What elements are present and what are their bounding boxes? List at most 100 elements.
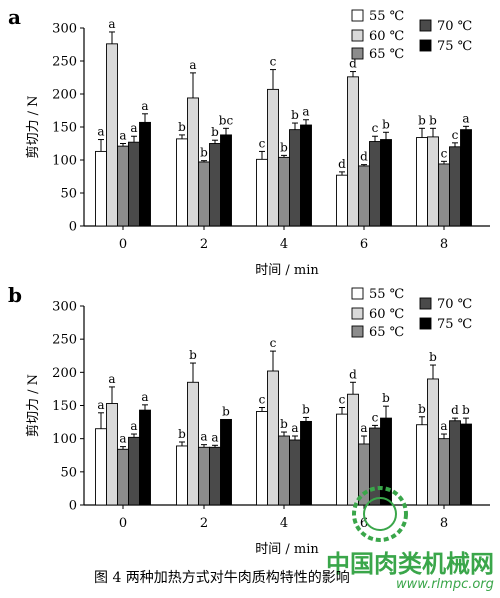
bar [289, 129, 301, 227]
panel-label: a [8, 5, 21, 29]
bar [449, 420, 461, 506]
bar [209, 143, 221, 227]
significance-letter: d [360, 150, 368, 164]
significance-letter: b [418, 113, 426, 127]
significance-letter: b [178, 120, 186, 134]
significance-letter: b [429, 350, 437, 364]
bar [427, 136, 439, 227]
x-axis-title: 时间 / min [255, 542, 319, 557]
bar [369, 141, 381, 227]
significance-letter: b [302, 402, 310, 416]
bar [438, 163, 450, 227]
significance-letter: a [211, 430, 218, 444]
significance-letter: c [259, 392, 266, 406]
bar [220, 418, 232, 506]
bar [198, 446, 210, 506]
y-tick-label: 0 [69, 499, 77, 514]
bar [106, 403, 118, 506]
significance-letter: a [291, 421, 298, 435]
x-tick-label: 8 [440, 237, 448, 252]
legend-swatch [419, 297, 432, 310]
legend-label: 70 ℃ [437, 297, 472, 312]
significance-letter: c [339, 392, 346, 406]
bar [347, 76, 359, 227]
bar [427, 378, 439, 506]
bar [267, 88, 279, 227]
significance-letter: a [189, 58, 196, 72]
watermark-name: 中国肉类机械网 [326, 550, 494, 578]
x-tick-label: 2 [200, 237, 208, 252]
x-tick-label: 0 [119, 516, 127, 531]
legend-swatch [419, 317, 432, 330]
legend-label: 75 ℃ [437, 39, 472, 54]
significance-letter: b [382, 391, 390, 405]
legend-swatch [351, 325, 364, 338]
bar [95, 428, 107, 506]
bar [106, 43, 118, 227]
significance-letter: b [178, 427, 186, 441]
watermark: 中国肉类机械网 www.rlmpc.org [326, 486, 494, 592]
bar [278, 156, 290, 227]
bar [187, 381, 199, 506]
legend: 55 ℃ 60 ℃ 65 ℃ 70 ℃ 75 ℃ [351, 9, 472, 62]
bar [220, 134, 232, 227]
bar [278, 435, 290, 506]
bar [256, 158, 268, 227]
legend-label: 55 ℃ [369, 9, 404, 24]
significance-letter: b [418, 402, 426, 416]
bar [117, 448, 129, 506]
significance-letter: c [270, 55, 277, 69]
y-tick-label: 200 [52, 88, 77, 103]
y-tick-label: 300 [52, 300, 77, 315]
significance-letter: a [462, 111, 469, 125]
y-tick-label: 250 [52, 55, 77, 70]
y-tick-label: 300 [52, 22, 77, 37]
significance-letter: d [349, 57, 357, 71]
significance-letter: c [441, 146, 448, 160]
significance-letter: a [360, 421, 367, 435]
significance-letter: a [97, 398, 104, 412]
significance-letter: a [200, 430, 207, 444]
significance-letter: c [270, 336, 277, 350]
bar [460, 423, 472, 506]
significance-letter: c [372, 410, 379, 424]
y-tick-label: 100 [52, 432, 77, 447]
significance-letter: b [462, 403, 470, 417]
x-tick-label: 0 [119, 237, 127, 252]
bar [209, 446, 221, 506]
significance-letter: d [451, 403, 459, 417]
bar [460, 129, 472, 227]
legend-swatch [351, 307, 364, 320]
bar [187, 97, 199, 227]
panel-label: b [8, 283, 22, 307]
significance-letter: bc [219, 113, 234, 127]
y-tick-label: 150 [52, 121, 77, 136]
x-tick-label: 8 [440, 516, 448, 531]
y-axis-title: 剪切力 / N [25, 374, 41, 437]
legend-label: 55 ℃ [369, 287, 404, 302]
bar [336, 174, 348, 227]
significance-letter: a [141, 390, 148, 404]
y-tick-label: 250 [52, 333, 77, 348]
chart-panel-b: b 0 50 100 150 200 250 300 剪切力 / N 0 2 4 6 8 时间 / min a… [8, 283, 490, 557]
bar [128, 436, 140, 506]
significance-letter: a [440, 419, 447, 433]
bar [438, 438, 450, 506]
legend: 55 ℃ 60 ℃ 65 ℃ 70 ℃ 75 ℃ [351, 287, 472, 340]
bar [95, 150, 107, 227]
significance-letter: b [211, 125, 219, 139]
legend-swatch [351, 29, 364, 42]
x-axis-title: 时间 / min [255, 263, 319, 278]
bar [300, 420, 312, 506]
bar [416, 137, 428, 227]
chart-panel-a: a 0 50 100 150 200 250 300 剪切力 / N 0 2 4 6 8 时间 / min a… [8, 5, 490, 278]
x-tick-label: 2 [200, 516, 208, 531]
watermark-logo [352, 486, 408, 542]
significance-letter: a [97, 125, 104, 139]
bar [176, 445, 188, 506]
significance-letter: a [119, 432, 126, 446]
significance-letter: a [130, 419, 137, 433]
legend-label: 60 ℃ [369, 307, 404, 322]
significance-letter: d [338, 157, 346, 171]
